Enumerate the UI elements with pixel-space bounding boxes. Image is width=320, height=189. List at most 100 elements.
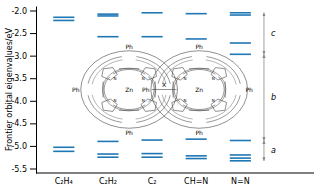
energy-level <box>97 13 118 15</box>
bracket-label: c <box>271 29 276 38</box>
pyrrole-ring <box>172 99 188 111</box>
bracket-arrow <box>263 141 264 161</box>
linker-bond <box>152 89 177 90</box>
y-tick-label: -2.5 <box>11 29 27 38</box>
energy-level <box>142 156 163 158</box>
ring-outline <box>81 51 178 128</box>
y-tick-label: -5.5 <box>11 165 27 174</box>
energy-level <box>230 53 251 55</box>
y-tick: -4.0 <box>11 97 36 106</box>
ring-arc <box>206 95 240 122</box>
structure-label: Ph <box>72 86 80 93</box>
y-tick-mark <box>30 123 36 124</box>
ring-arc <box>88 95 122 122</box>
energy-level <box>230 160 251 162</box>
meso-bond <box>119 110 139 111</box>
molecule-schematic: PhPhPhNNNNZnPhPhPhNNNNZnXPh <box>72 43 253 136</box>
pyrrole-ring <box>141 99 157 111</box>
ring-outline <box>172 68 225 111</box>
y-tick-mark <box>30 146 36 147</box>
pyrrole-ring <box>102 99 118 111</box>
ring-arc <box>206 60 236 84</box>
y-tick-mark <box>30 11 36 12</box>
energy-level <box>230 14 251 16</box>
y-tick: -2.0 <box>11 7 36 16</box>
y-tick-label: -4.5 <box>11 119 27 128</box>
y-tick: -5.0 <box>11 142 36 151</box>
energy-level <box>186 155 207 157</box>
energy-level <box>230 42 251 44</box>
energy-level <box>230 140 251 142</box>
y-tick: -4.5 <box>11 119 36 128</box>
energy-level <box>230 154 251 156</box>
category-label: C₂ <box>148 177 157 186</box>
y-tick-mark <box>30 101 36 102</box>
energy-level <box>53 146 74 148</box>
ring-arc <box>92 95 122 119</box>
meso-bond <box>119 68 139 69</box>
category-label: C₂H₂ <box>99 177 117 186</box>
energy-level <box>186 38 207 40</box>
y-tick: -5.5 <box>11 165 36 174</box>
energy-level <box>53 151 74 153</box>
structure-label: N <box>212 76 215 81</box>
ring-arc <box>162 95 192 119</box>
energy-level <box>97 141 118 143</box>
y-tick-label: -2.0 <box>11 7 27 16</box>
energy-level <box>53 16 74 18</box>
structure-label: N <box>113 76 116 81</box>
category-label: C₂H₄ <box>55 177 73 186</box>
energy-level <box>97 153 118 155</box>
y-tick-mark <box>30 78 36 79</box>
y-tick: -3.5 <box>11 74 36 83</box>
ring-arc <box>206 95 236 119</box>
pyrrole-ring <box>141 68 157 80</box>
structure-label: N <box>184 76 187 81</box>
ring-arc <box>158 57 192 84</box>
y-tick: -2.5 <box>11 29 36 38</box>
ring-arc <box>113 105 145 110</box>
energy-level <box>142 139 163 141</box>
energy-level <box>142 36 163 38</box>
structure-label: Ph <box>125 129 133 136</box>
energy-level <box>230 157 251 159</box>
ring-arc <box>162 60 192 84</box>
category-label: CH=N <box>184 177 208 186</box>
ring-arc <box>136 95 166 119</box>
y-tick: -3.0 <box>11 52 36 61</box>
ring-arc <box>206 57 240 84</box>
structure-label: N <box>142 98 145 103</box>
ring-arc <box>218 77 224 103</box>
energy-level <box>53 20 74 22</box>
structure-label: Ph <box>195 129 203 136</box>
ring-arc <box>113 70 145 75</box>
pyrrole-ring <box>172 68 188 80</box>
y-tick-mark <box>30 168 36 169</box>
y-tick-mark <box>30 56 36 57</box>
bracket-arrow <box>263 13 264 55</box>
pyrrole-ring <box>211 68 227 80</box>
energy-level <box>186 13 207 15</box>
energy-level <box>186 158 207 160</box>
energy-level <box>97 36 118 38</box>
ring-arc <box>158 95 192 122</box>
bracket-label: a <box>271 146 276 155</box>
plot: -5.5 -5.0 -4.5 -4.0 -3.5 -3.0 -2.5 -2.0 C₂H₄ C₂H₂… <box>11 7 314 187</box>
energy-level <box>97 15 118 17</box>
structure-label: Ph <box>142 86 150 93</box>
chart: -5.5 -5.0 -4.5 -4.0 -3.5 -3.0 -2.5 -2.0 C₂H₄ C₂H₂… <box>0 0 320 189</box>
ring-arc <box>183 105 215 110</box>
pyrrole-ring <box>211 99 227 111</box>
y-axis-line <box>36 7 37 174</box>
pyrrole-ring <box>102 68 118 80</box>
energy-level <box>142 12 163 14</box>
structure-label: Zn <box>125 86 133 93</box>
energy-level <box>186 138 207 140</box>
brackets <box>263 13 264 161</box>
levels <box>53 13 264 161</box>
bracket-label: b <box>271 93 276 102</box>
energy-level <box>230 12 251 14</box>
structure-label: N <box>212 98 215 103</box>
structure-label: N <box>113 98 116 103</box>
structure-label: Ph <box>246 86 254 93</box>
